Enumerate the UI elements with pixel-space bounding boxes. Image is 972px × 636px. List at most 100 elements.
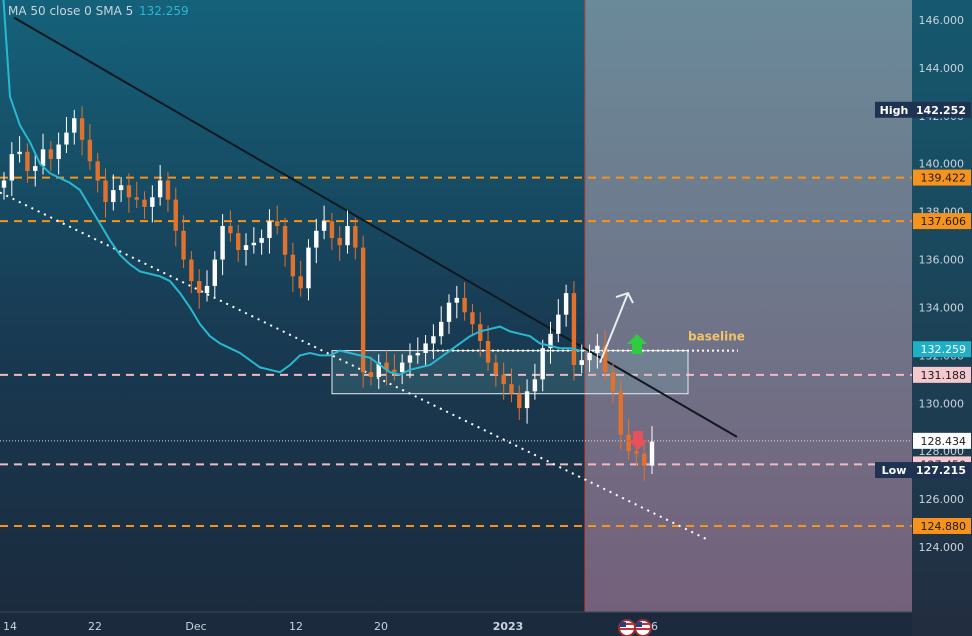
candle-body <box>126 185 132 198</box>
support-badge[interactable]: 139.422 <box>913 169 971 186</box>
support-badge-text: 137.606 <box>921 215 967 228</box>
candle <box>602 330 608 381</box>
indicator-label[interactable]: MA 50 close 0 SMA 5 <box>8 4 133 18</box>
candle-body <box>384 362 389 370</box>
candle-body <box>111 190 116 203</box>
candle-body <box>641 453 647 466</box>
candle <box>353 217 358 260</box>
candle-body <box>634 451 639 454</box>
candle-body <box>618 391 623 435</box>
candle <box>329 212 335 250</box>
candle <box>95 152 100 193</box>
candle <box>478 312 483 357</box>
candle <box>376 354 381 389</box>
candle <box>111 174 116 211</box>
candle-body <box>56 144 61 159</box>
candle-body <box>345 226 350 246</box>
candle <box>134 181 139 209</box>
event-flags[interactable] <box>618 619 652 636</box>
candle-body <box>48 149 54 159</box>
candle-body <box>290 254 296 277</box>
candle-body <box>103 180 108 203</box>
candle <box>314 218 319 264</box>
candle-body <box>189 259 194 282</box>
price-tick-label: 144.000 <box>919 62 965 75</box>
high-marker[interactable]: High 142.252 <box>875 101 971 118</box>
candle <box>423 335 428 365</box>
candle <box>368 356 374 386</box>
low-marker[interactable]: Low 127.215 <box>875 462 971 479</box>
candle-body <box>87 139 93 162</box>
candle-body <box>556 314 561 334</box>
candle-body <box>439 321 444 337</box>
high-marker-label-bg <box>875 101 913 118</box>
candle <box>204 270 210 302</box>
candle-body <box>275 221 280 227</box>
us-flag-icon[interactable] <box>634 619 652 636</box>
candle-body <box>602 345 608 373</box>
low-marker-label: Low <box>882 464 907 477</box>
candle <box>243 233 249 266</box>
candle-body <box>501 374 506 385</box>
candle <box>321 205 327 240</box>
candle <box>509 368 514 403</box>
last-price-badge-text: 128.434 <box>921 435 967 448</box>
candle-body <box>563 293 569 315</box>
ma50-line[interactable] <box>1 0 581 376</box>
candle <box>345 210 350 254</box>
candle <box>485 325 491 371</box>
candle <box>517 385 522 421</box>
candle-body <box>587 353 592 361</box>
forecast-arrow[interactable] <box>599 292 629 363</box>
candle-body <box>212 259 217 286</box>
candle-body <box>157 180 163 198</box>
candle <box>501 362 506 400</box>
candle-body <box>173 199 178 231</box>
candle-body <box>181 230 186 260</box>
ma-value-badge-bg <box>913 341 971 358</box>
time-tick-label: 22 <box>88 620 102 633</box>
candle-body <box>95 161 100 181</box>
candle-body <box>196 281 202 294</box>
candle <box>454 285 460 319</box>
pink-level-badge[interactable]: 131.188 <box>913 366 971 383</box>
time-axis-background[interactable] <box>0 612 912 636</box>
candle <box>259 229 264 255</box>
candle <box>9 142 15 197</box>
candle-body <box>267 221 272 238</box>
candle <box>220 214 225 276</box>
candle-body <box>368 372 374 377</box>
support-badge[interactable]: 137.606 <box>913 213 971 230</box>
downtrend-line[interactable] <box>13 16 738 438</box>
candle <box>493 354 499 387</box>
last-price-badge[interactable]: 128.434 <box>913 432 971 449</box>
price-tick-label: 140.000 <box>919 158 965 171</box>
candle <box>415 337 420 364</box>
candle-body <box>40 149 46 167</box>
high-marker-value-bg <box>913 101 971 118</box>
candle-body <box>64 132 69 145</box>
candle <box>150 185 155 223</box>
us-flag-icon[interactable] <box>618 619 636 636</box>
candle-body <box>228 226 233 234</box>
candle <box>267 209 272 254</box>
support-badge[interactable]: 124.880 <box>913 517 971 534</box>
candle <box>251 227 257 254</box>
candle <box>540 339 545 392</box>
candle-body <box>485 341 491 363</box>
candle-body <box>33 166 38 171</box>
candle <box>439 306 444 345</box>
candle <box>87 124 93 170</box>
future-zone <box>585 0 912 612</box>
candle <box>72 109 77 145</box>
candle-body <box>220 226 225 260</box>
candle-body <box>579 360 584 365</box>
ma-value-badge[interactable]: 132.259 <box>913 341 971 358</box>
candle-body <box>431 336 436 344</box>
candle-body <box>548 333 553 349</box>
moving-average-layer <box>1 0 581 376</box>
candle-body <box>306 247 311 289</box>
candle <box>563 284 569 327</box>
